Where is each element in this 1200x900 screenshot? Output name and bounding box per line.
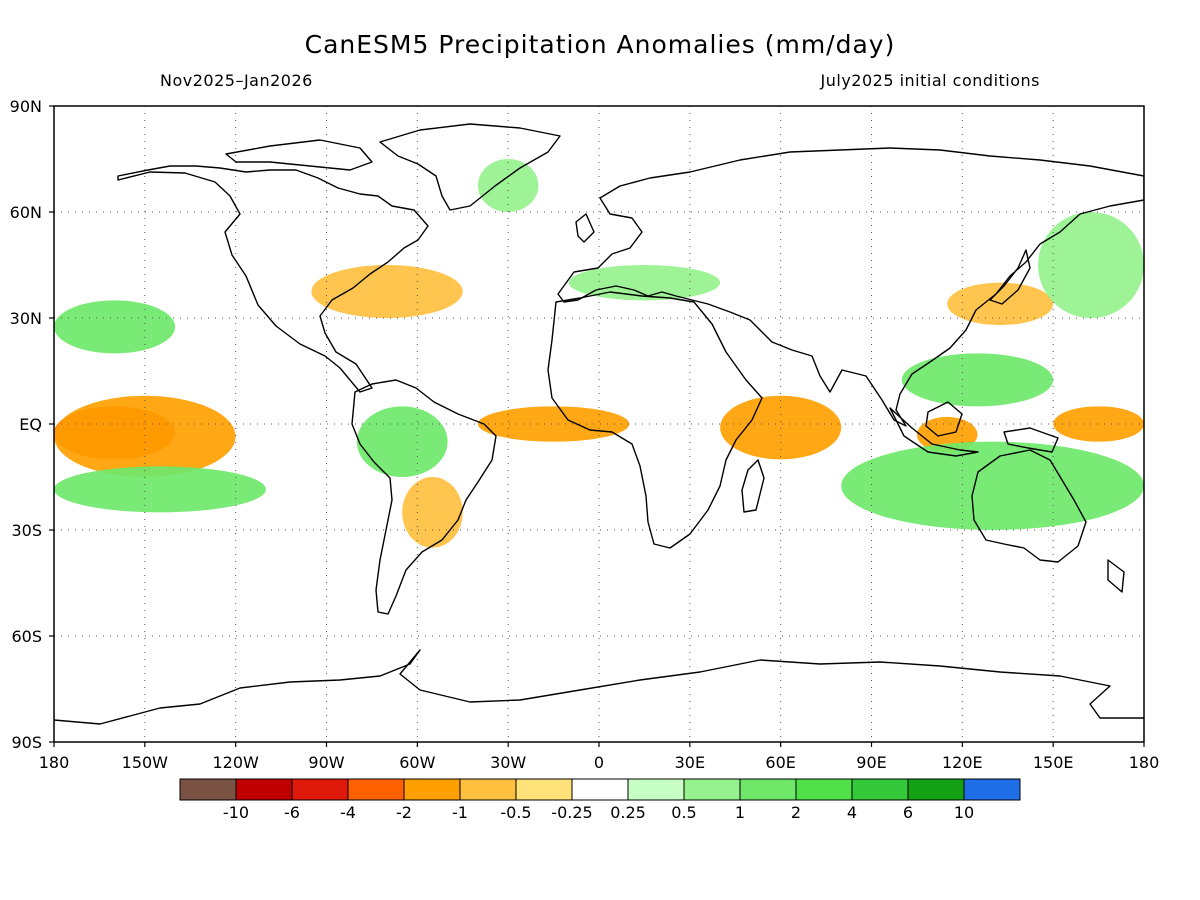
anomaly-region <box>720 395 842 460</box>
colorbar-level-label: 0.25 <box>610 803 646 822</box>
initial-conditions-label: July2025 initial conditions <box>820 71 1040 90</box>
longitude-tick-label: 90W <box>308 753 344 772</box>
latitude-tick-label: 90S <box>11 733 42 752</box>
longitude-tick-label: 0 <box>594 753 604 772</box>
latitude-tick-label: 60N <box>10 203 42 222</box>
colorbar-level-label: -0.25 <box>551 803 592 822</box>
anomaly-region <box>477 406 630 442</box>
graticule <box>54 106 1144 742</box>
colorbar-swatch <box>851 778 909 801</box>
longitude-tick-label: 180 <box>1129 753 1160 772</box>
anomaly-region <box>54 466 266 513</box>
colorbar-level-label: 0.5 <box>671 803 696 822</box>
colorbar-swatch <box>683 778 741 801</box>
colorbar-swatch <box>403 778 461 801</box>
anomaly-region <box>841 441 1144 530</box>
continent-outlines <box>54 123 1144 725</box>
colorbar-level-label: 4 <box>847 803 857 822</box>
colorbar-level-label: 1 <box>735 803 745 822</box>
coastline-arctic-islands <box>225 139 373 171</box>
coastline-new-zealand <box>1107 559 1125 593</box>
colorbar-swatch <box>571 778 629 801</box>
colorbar-swatch <box>963 778 1021 801</box>
colorbar-level-label: -4 <box>340 803 356 822</box>
colorbar-level-label: -0.5 <box>500 803 531 822</box>
colorbar-level-label: -1 <box>452 803 468 822</box>
colorbar-level-label: 2 <box>791 803 801 822</box>
latitude-tick-label: EQ <box>19 415 42 434</box>
latitude-tick-label: 30S <box>11 521 42 540</box>
coastline-antarctica <box>54 649 1144 725</box>
coastline-australia <box>971 449 1087 563</box>
longitude-tick-label: 120W <box>212 753 259 772</box>
latitude-tick-label: 90N <box>10 97 42 116</box>
longitude-tick-label: 150E <box>1033 753 1074 772</box>
coastline-greenland <box>379 123 561 211</box>
colorbar-level-label: 10 <box>954 803 974 822</box>
anomaly-region <box>311 265 463 318</box>
coastline-africa <box>547 291 763 549</box>
longitude-tick-label: 60W <box>399 753 435 772</box>
anomaly-region <box>477 159 539 212</box>
latitude-tick-label: 60S <box>11 627 42 646</box>
longitude-tick-label: 30E <box>675 753 705 772</box>
colorbar-swatch <box>235 778 293 801</box>
anomaly-region <box>901 353 1054 407</box>
coastline-new-guinea <box>1003 427 1059 453</box>
map-plot-area <box>54 106 1144 742</box>
colorbar-level-label: -6 <box>284 803 300 822</box>
coastline-eurasia <box>557 147 1144 427</box>
colorbar-swatch <box>179 778 237 801</box>
coastline-madagascar <box>741 459 765 513</box>
colorbar-swatch <box>347 778 405 801</box>
coastline-borneo <box>925 401 963 437</box>
anomaly-region <box>1053 406 1144 442</box>
colorbar-level-label: -2 <box>396 803 412 822</box>
latitude-tick-labels: 90N 60N 30N EQ 30S 60S 90S <box>10 97 54 752</box>
longitude-tick-label: 90E <box>856 753 886 772</box>
longitude-tick-label: 180 <box>39 753 70 772</box>
forecast-period-label: Nov2025–Jan2026 <box>160 71 313 90</box>
longitude-tick-label: 120E <box>942 753 983 772</box>
colorbar-swatch <box>795 778 853 801</box>
anomaly-region <box>54 300 176 354</box>
colorbar: -10 -6 -4 -2 -1 -0.5 -0.25 0.25 0.5 1 2 4 6 10 <box>179 778 1021 822</box>
anomaly-region <box>1038 212 1144 318</box>
colorbar-swatch <box>291 778 349 801</box>
anomaly-region <box>402 476 463 548</box>
colorbar-swatch <box>739 778 797 801</box>
colorbar-swatch <box>515 778 573 801</box>
coastline-uk <box>575 213 595 243</box>
anomaly-region <box>568 265 721 301</box>
longitude-tick-label: 150W <box>122 753 169 772</box>
coastline-japan <box>989 249 1031 305</box>
map-title: CanESM5 Precipitation Anomalies (mm/day) <box>305 30 896 59</box>
anomaly-region <box>356 406 448 477</box>
coastline-south-america <box>351 379 497 615</box>
colorbar-swatch <box>907 778 965 801</box>
anomaly-region <box>54 395 236 477</box>
colorbar-level-label: -10 <box>223 803 249 822</box>
longitude-tick-labels: 180 150W 120W 90W 60W 30W 0 30E 60E 90E 120E 150E 18… <box>39 742 1160 772</box>
latitude-tick-label: 30N <box>10 309 42 328</box>
longitude-tick-label: 30W <box>490 753 526 772</box>
colorbar-swatch <box>627 778 685 801</box>
colorbar-swatch <box>459 778 517 801</box>
coastline-sumatra-java <box>889 407 979 457</box>
colorbar-level-label: 6 <box>903 803 913 822</box>
coastline-north-america <box>117 165 429 393</box>
longitude-tick-label: 60E <box>765 753 795 772</box>
